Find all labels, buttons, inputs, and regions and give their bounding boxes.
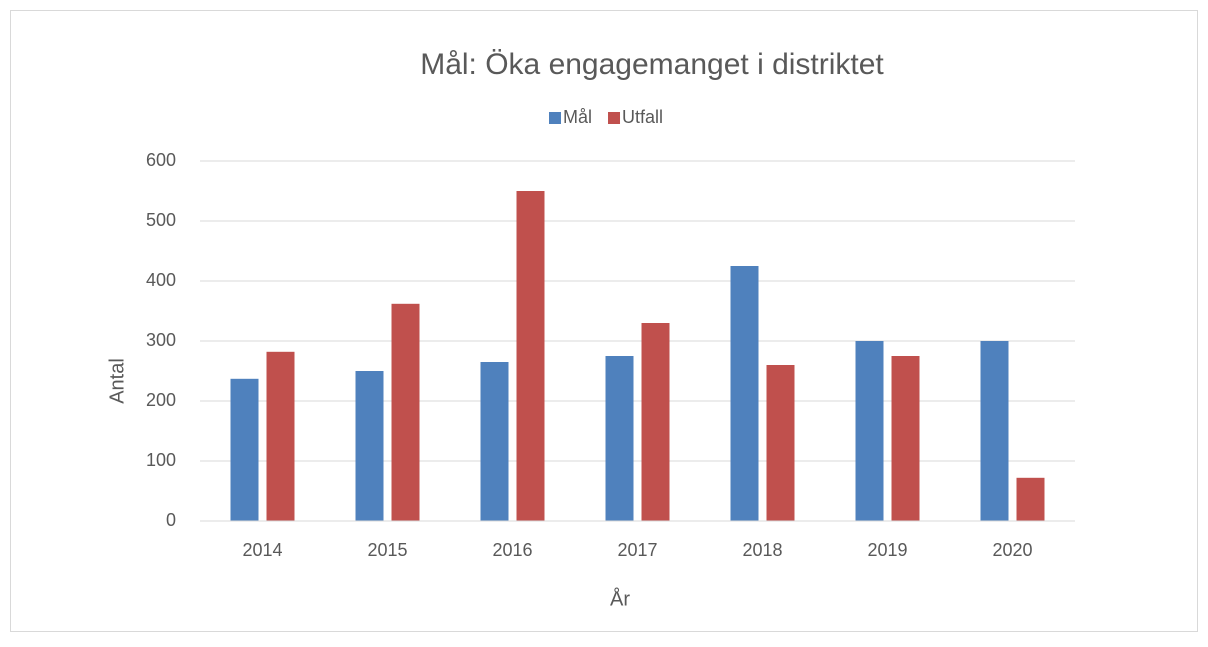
chart-title: Mål: Öka engagemanget i distriktet (420, 48, 884, 81)
bar (1016, 477, 1045, 521)
x-tick-label: 2017 (617, 540, 657, 560)
y-tick-label: 100 (146, 450, 176, 470)
legend-swatch (549, 112, 561, 124)
y-tick-label: 300 (146, 330, 176, 350)
x-tick-label: 2016 (492, 540, 532, 560)
x-axis-title: År (610, 587, 630, 610)
legend-label: Utfall (622, 107, 663, 127)
bar (730, 266, 759, 521)
bar (480, 362, 509, 521)
bar (766, 365, 795, 521)
legend-label: Mål (563, 107, 592, 127)
y-axis-title: Antal (106, 358, 128, 404)
y-tick-label: 0 (166, 510, 176, 530)
bar (980, 341, 1009, 521)
chart-border (10, 10, 1198, 632)
bar (355, 371, 384, 521)
legend-swatch (608, 112, 621, 124)
bar (855, 341, 884, 521)
bar (516, 191, 545, 521)
y-tick-label: 500 (146, 210, 176, 230)
bar (605, 356, 634, 521)
bar (230, 378, 259, 521)
x-tick-label: 2020 (992, 540, 1032, 560)
bar (266, 351, 295, 521)
x-tick-label: 2014 (242, 540, 282, 560)
bar (391, 303, 420, 521)
y-tick-label: 200 (146, 390, 176, 410)
x-tick-label: 2019 (867, 540, 907, 560)
x-tick-label: 2018 (742, 540, 782, 560)
bar (641, 323, 670, 521)
bar (891, 356, 920, 521)
y-tick-label: 400 (146, 270, 176, 290)
y-tick-label: 600 (146, 150, 176, 170)
x-tick-label: 2015 (367, 540, 407, 560)
